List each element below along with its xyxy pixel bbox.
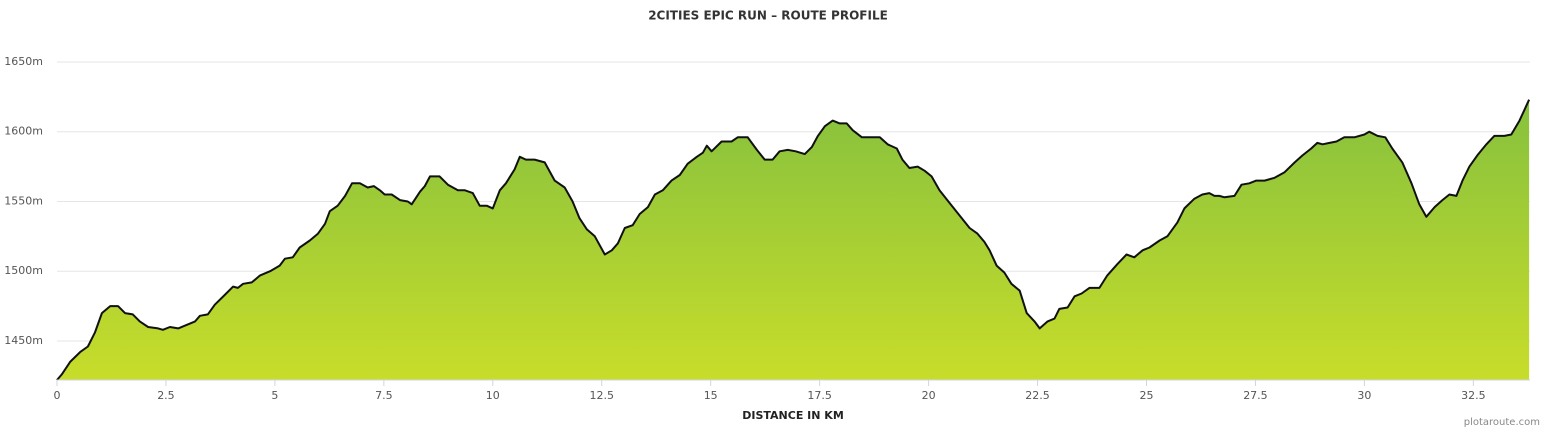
x-tick-label: 12.5 (589, 389, 614, 402)
x-tick-label: 0 (54, 389, 61, 402)
y-tick-label: 1650m (4, 55, 43, 68)
x-tick-label: 27.5 (1243, 389, 1268, 402)
y-tick-label: 1500m (4, 264, 43, 277)
area-fill (57, 99, 1530, 380)
x-tick-label: 2.5 (157, 389, 175, 402)
chart-title: 2CITIES EPIC RUN – ROUTE PROFILE (648, 9, 888, 23)
x-tick-label: 22.5 (1025, 389, 1050, 402)
elevation-line (56, 99, 1531, 381)
credit: plotaroute.com (1464, 417, 1540, 428)
y-tick-label: 1600m (4, 125, 43, 138)
y-tick-label: 1550m (4, 194, 43, 207)
x-tick-label: 10 (486, 389, 500, 402)
x-tick-label: 5 (271, 389, 278, 402)
x-tick-label: 20 (922, 389, 936, 402)
x-tick-label: 15 (704, 389, 718, 402)
x-tick-label: 32.5 (1461, 389, 1486, 402)
x-axis-title: DISTANCE IN KM (742, 409, 844, 422)
y-tick-label: 1450m (4, 334, 43, 347)
x-tick-label: 7.5 (375, 389, 393, 402)
x-tick-label: 25 (1139, 389, 1153, 402)
x-tick-label: 17.5 (807, 389, 832, 402)
x-tick-label: 30 (1357, 389, 1371, 402)
